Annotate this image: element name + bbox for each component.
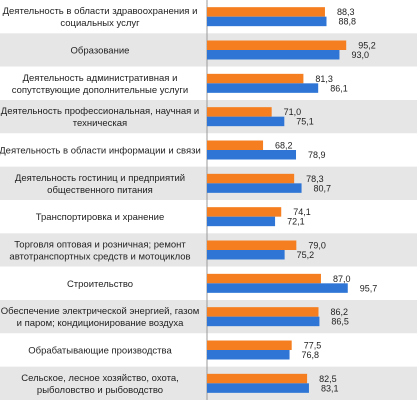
bar-series-1 <box>207 73 304 84</box>
data-label: 76,8 <box>302 350 320 360</box>
data-label: 78,3 <box>306 174 324 184</box>
data-label: 83,1 <box>321 383 339 393</box>
category-label: техническая <box>73 118 127 129</box>
bar-series-2 <box>207 316 320 327</box>
bar-series-1 <box>207 7 325 17</box>
data-label: 80,7 <box>314 183 332 193</box>
bar-series-2 <box>207 116 285 127</box>
bar-series-1 <box>207 307 319 317</box>
bar-series-1 <box>207 207 282 217</box>
category-label: Обеспечение электрической энергией, газо… <box>1 306 200 317</box>
category-label: автотранспортных средств и мотоциклов <box>9 252 190 263</box>
category-label: Образование <box>71 46 130 57</box>
data-label: 72,1 <box>287 217 305 227</box>
bar-series-1 <box>207 173 295 184</box>
data-label: 81,3 <box>315 74 333 84</box>
category-label: Сельское, лесное хозяйство, охота, <box>21 373 179 384</box>
data-label: 95,2 <box>358 41 376 51</box>
data-label: 75,2 <box>297 250 315 260</box>
data-label: 77,5 <box>304 341 322 351</box>
data-label: 86,1 <box>330 83 348 93</box>
data-label: 86,5 <box>331 317 349 327</box>
bar-series-1 <box>207 340 292 350</box>
bar-series-2 <box>207 383 309 393</box>
data-label: 93,0 <box>351 50 369 60</box>
category-label: общественного питания <box>47 185 153 196</box>
category-label: Деятельность профессиональная, научная и <box>1 106 199 117</box>
category-label: Деятельность гостиниц и предприятий <box>15 173 185 184</box>
category-label: Деятельность в области информации и связ… <box>0 146 201 157</box>
data-label: 82,5 <box>319 374 337 384</box>
data-label: 78,9 <box>308 150 326 160</box>
data-label: 68,2 <box>275 141 293 151</box>
category-label: Деятельность административная и <box>23 73 178 84</box>
category-label: рыболовство и рыбоводство <box>37 385 163 396</box>
category-label: и паром; кондиционирование воздуха <box>17 318 184 329</box>
data-label: 88,8 <box>339 17 357 27</box>
bar-series-2 <box>207 216 276 227</box>
bar-series-2 <box>207 50 340 60</box>
data-label: 95,7 <box>360 283 378 293</box>
data-label: 79,0 <box>308 241 326 251</box>
data-label: 75,1 <box>296 117 314 127</box>
category-label: Деятельность в области здравоохранения и <box>3 6 198 17</box>
category-label: Торговля оптовая и розничная; ремонт <box>14 240 186 251</box>
category-label: Строительство <box>67 279 133 290</box>
bar-series-1 <box>207 40 347 50</box>
bar-series-1 <box>207 373 308 384</box>
bar-series-1 <box>207 107 272 117</box>
bar-series-2 <box>207 283 348 293</box>
data-label: 86,2 <box>330 307 348 317</box>
bar-series-2 <box>207 83 319 93</box>
category-label: социальных услуг <box>60 18 140 29</box>
data-label: 87,0 <box>333 274 351 284</box>
bar-series-2 <box>207 16 327 27</box>
bar-series-2 <box>207 183 302 193</box>
bar-series-2 <box>207 350 290 360</box>
category-label: Обрабатывающие производства <box>28 346 172 357</box>
category-label: сопутствующие дополнительные услуги <box>12 85 188 96</box>
data-label: 74,1 <box>293 207 311 217</box>
bar-series-1 <box>207 140 264 150</box>
bar-series-1 <box>207 240 297 250</box>
data-label: 71,0 <box>284 107 302 117</box>
category-label: Транспортировка и хранение <box>36 212 165 223</box>
data-label: 88,3 <box>337 7 355 17</box>
bar-series-2 <box>207 250 285 260</box>
bar-series-1 <box>207 273 321 284</box>
bar-series-2 <box>207 150 297 160</box>
